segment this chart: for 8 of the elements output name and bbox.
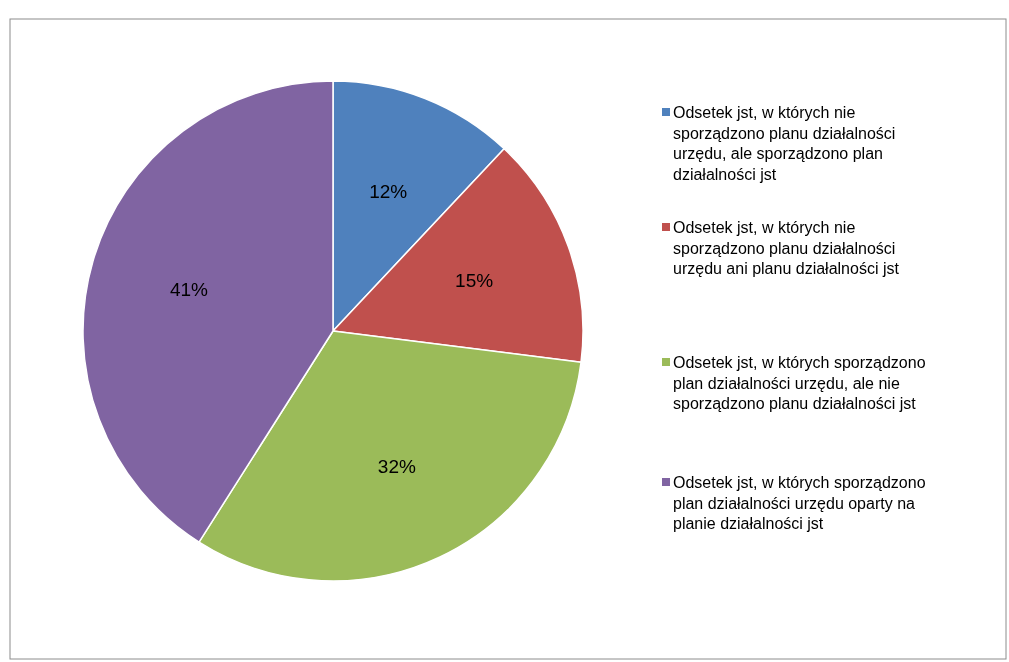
data-label: 41% xyxy=(169,278,209,300)
legend-label: Odsetek jst, w których nie sporządzono planu działalności urzędu ani planu działalności jst xyxy=(673,219,900,277)
legend-label: Odsetek jst, w których nie sporządzono planu działalności urzędu, ale sporządzono plan działalności jst xyxy=(673,104,896,183)
data-label: 15% xyxy=(455,269,494,291)
data-label: 32% xyxy=(377,456,416,478)
data-label: 12% xyxy=(369,181,408,203)
legend-label: Odsetek jst, w których sporządzono plan działalności urzędu oparty na planie działalności jst xyxy=(673,474,926,532)
legend-label: Odsetek jst, w których sporządzono plan działalności urzędu, ale nie sporządzono planu działalności jst xyxy=(673,354,926,412)
